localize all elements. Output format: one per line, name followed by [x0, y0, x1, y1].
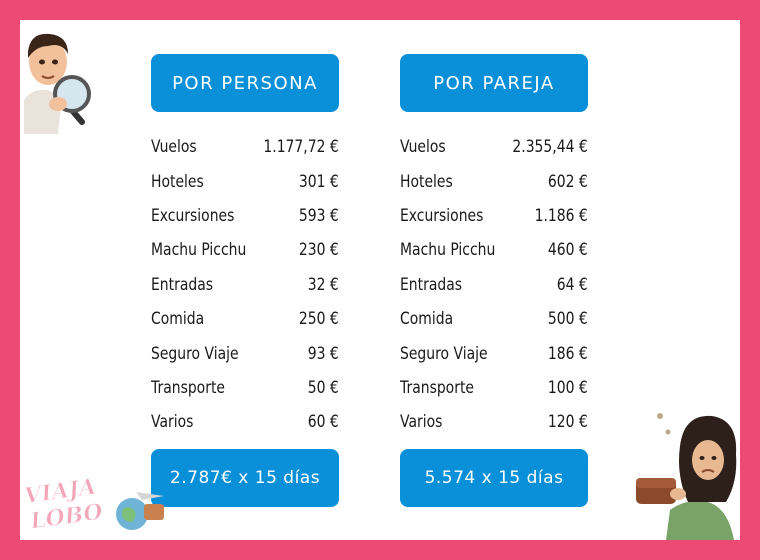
cost-row: Seguro Viaje 93 € — [151, 336, 339, 370]
content-card: POR PERSONA Vuelos 1.177,72 € Hoteles 301 … — [20, 20, 740, 540]
per-couple-column: POR PAREJA Vuelos 2.355,44 € Hoteles 602 €… — [400, 54, 588, 507]
cost-value: 460 € — [547, 240, 588, 261]
cost-row: Varios 60 € — [151, 405, 339, 439]
cost-label: Comida — [151, 309, 205, 330]
cost-value: 2.355,44 € — [512, 137, 588, 158]
cost-label: Varios — [400, 412, 443, 433]
cost-row: Transporte 100 € — [400, 371, 588, 405]
shirt-shape — [666, 501, 734, 540]
cost-value: 32 € — [307, 274, 339, 295]
cost-value: 1.186 € — [534, 205, 588, 226]
hand-shape — [670, 488, 686, 500]
per-person-column: POR PERSONA Vuelos 1.177,72 € Hoteles 301 … — [151, 54, 339, 507]
per-person-total-button[interactable]: 2.787€ x 15 días — [151, 449, 339, 507]
avatar-empty-wallet-illustration — [636, 413, 737, 540]
cost-label: Excursiones — [400, 205, 484, 226]
suitcase-icon — [144, 504, 164, 520]
cost-row: Seguro Viaje 186 € — [400, 336, 588, 370]
cost-row: Excursiones 1.186 € — [400, 199, 588, 233]
cost-value: 593 € — [298, 205, 339, 226]
cost-row: Varios 120 € — [400, 405, 588, 439]
cost-value: 230 € — [298, 240, 339, 261]
cost-label: Vuelos — [151, 137, 197, 158]
cost-label: Machu Picchu — [151, 240, 247, 261]
per-person-cost-list: Vuelos 1.177,72 € Hoteles 301 € Excursione… — [151, 130, 339, 440]
cost-label: Comida — [400, 309, 454, 330]
hand-shape — [49, 97, 67, 111]
cost-row: Vuelos 2.355,44 € — [400, 130, 588, 164]
cost-value: 301 € — [298, 171, 339, 192]
airplane-icon — [136, 492, 164, 500]
viaja-lobo-logo: VIAJA LOBO — [24, 473, 164, 535]
cost-row: Transporte 50 € — [151, 371, 339, 405]
cost-label: Entradas — [151, 274, 214, 295]
cost-value: 93 € — [307, 343, 339, 364]
cost-label: Entradas — [400, 274, 463, 295]
cost-label: Transporte — [151, 377, 225, 398]
cost-value: 602 € — [547, 171, 588, 192]
cost-row: Comida 500 € — [400, 302, 588, 336]
cost-row: Hoteles 301 € — [151, 164, 339, 198]
per-couple-cost-list: Vuelos 2.355,44 € Hoteles 602 € Excursione… — [400, 130, 588, 440]
avatar-magnifier-illustration — [24, 33, 91, 134]
cost-row: Machu Picchu 460 € — [400, 233, 588, 267]
cost-row: Vuelos 1.177,72 € — [151, 130, 339, 164]
cost-value: 1.177,72 € — [263, 137, 339, 158]
face-shape — [692, 440, 724, 480]
cost-label: Excursiones — [151, 205, 235, 226]
cost-value: 500 € — [547, 309, 588, 330]
per-couple-total-button[interactable]: 5.574 x 15 días — [400, 449, 588, 507]
face-shape — [29, 39, 67, 85]
cost-row: Entradas 64 € — [400, 268, 588, 302]
cost-row: Hoteles 602 € — [400, 164, 588, 198]
per-couple-header-button[interactable]: POR PAREJA — [400, 54, 588, 112]
cost-label: Vuelos — [400, 137, 446, 158]
cost-row: Excursiones 593 € — [151, 199, 339, 233]
cost-value: 186 € — [547, 343, 588, 364]
cost-label: Hoteles — [151, 171, 204, 192]
cost-label: Seguro Viaje — [400, 343, 488, 364]
cost-row: Machu Picchu 230 € — [151, 233, 339, 267]
cost-value: 50 € — [307, 377, 339, 398]
cost-value: 120 € — [547, 412, 588, 433]
cost-label: Seguro Viaje — [151, 343, 239, 364]
cost-value: 100 € — [547, 377, 588, 398]
cost-label: Transporte — [400, 377, 474, 398]
cost-row: Comida 250 € — [151, 302, 339, 336]
cost-row: Entradas 32 € — [151, 268, 339, 302]
cost-label: Hoteles — [400, 171, 453, 192]
cost-value: 250 € — [298, 309, 339, 330]
cost-value: 60 € — [307, 412, 339, 433]
hair-shape — [28, 33, 68, 58]
cost-value: 64 € — [556, 274, 588, 295]
cost-label: Varios — [151, 412, 194, 433]
per-person-header-button[interactable]: POR PERSONA — [151, 54, 339, 112]
cost-label: Machu Picchu — [400, 240, 496, 261]
